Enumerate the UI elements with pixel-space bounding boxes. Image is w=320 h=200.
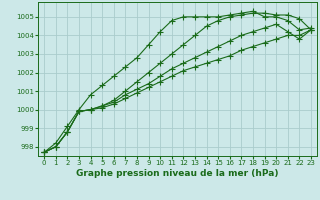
X-axis label: Graphe pression niveau de la mer (hPa): Graphe pression niveau de la mer (hPa) <box>76 169 279 178</box>
